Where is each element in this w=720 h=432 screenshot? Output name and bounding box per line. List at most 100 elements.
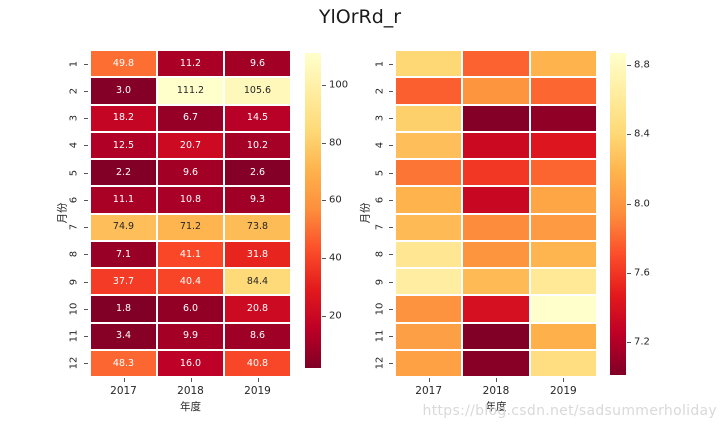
y-tick-mark (84, 363, 88, 365)
colorbar-tick-mark (627, 203, 631, 205)
heatmap-cell (463, 132, 529, 158)
heatmap-cell: 9.6 (225, 51, 290, 77)
heatmap-cell (396, 323, 462, 349)
heatmap-cell (396, 160, 462, 186)
colorbar-tick-label: 8.4 (634, 128, 650, 140)
heatmap-cell (463, 105, 529, 131)
heatmap-cell: 40.8 (225, 350, 290, 376)
y-axis-label-left: 月份 (56, 202, 69, 224)
x-tick-mark (428, 378, 430, 382)
heatmap-cell: 20.8 (225, 296, 290, 322)
y-tick-mark (389, 63, 393, 65)
heatmap-cell: 31.8 (225, 241, 290, 267)
colorbar-gradient (610, 53, 626, 375)
heatmap-cell (463, 296, 529, 322)
colorbar-tick-label: 20 (329, 310, 342, 322)
heatmap-cell (530, 241, 596, 267)
heatmap-cell (463, 214, 529, 240)
heatmap-cell (396, 132, 462, 158)
y-tick-mark (84, 90, 88, 92)
colorbar-tick-label: 7.2 (634, 336, 650, 348)
colorbar-tick-mark (322, 258, 326, 259)
colorbar-tick-mark (322, 85, 326, 87)
heatmap-cell (463, 160, 529, 186)
heatmap-cell (396, 241, 462, 267)
colorbar-tick-label: 7.6 (634, 267, 650, 279)
x-tick-label: 2017 (110, 385, 137, 397)
y-tick-mark (389, 336, 393, 338)
y-axis-label-right: 月份 (359, 202, 372, 224)
heatmap-cell: 84.4 (225, 269, 290, 295)
heatmap-cell: 10.8 (158, 187, 223, 213)
colorbar-tick-mark (322, 315, 326, 317)
x-tick-mark (563, 378, 565, 382)
heatmap-cell: 74.9 (91, 214, 156, 240)
y-tick-mark (389, 199, 393, 201)
heatmap-cell: 1.8 (91, 296, 156, 322)
y-tick-mark (389, 363, 393, 365)
heatmap-cell: 49.8 (91, 51, 156, 77)
heatmap-cell: 6.7 (158, 105, 223, 131)
heatmap-cell (463, 269, 529, 295)
y-tick-mark (389, 227, 393, 229)
heatmap-cell: 41.1 (158, 241, 223, 267)
y-tick-mark (389, 90, 393, 92)
watermark: https://blog.csdn.net/sadsummerholiday (422, 403, 717, 419)
heatmap-cell (530, 132, 596, 158)
chart-title: YlOrRd_r (318, 6, 402, 28)
y-tick-mark (84, 145, 88, 147)
heatmap-cell (530, 51, 596, 77)
heatmap-cell: 14.5 (225, 105, 290, 131)
heatmap-cell (530, 296, 596, 322)
heatmap-cell (396, 187, 462, 213)
heatmap-cell: 10.2 (225, 132, 290, 158)
heatmap-cell (396, 78, 462, 104)
heatmap-cell (530, 214, 596, 240)
y-tick-mark (84, 172, 88, 174)
y-tick-mark (84, 118, 88, 120)
heatmap-cell (530, 269, 596, 295)
y-tick-mark (389, 281, 393, 283)
heatmap-cell: 18.2 (91, 105, 156, 131)
heatmap-cell: 40.4 (158, 269, 223, 295)
heatmap-cell: 20.7 (158, 132, 223, 158)
colorbar-tick-label: 8.8 (634, 59, 650, 71)
heatmap-cell (530, 187, 596, 213)
y-tick-mark (84, 63, 88, 65)
x-tick-label: 2018 (177, 385, 204, 397)
x-tick-mark (496, 378, 497, 382)
x-tick-label: 2019 (549, 385, 577, 397)
x-tick-label: 2017 (415, 385, 443, 397)
heatmap-cell (396, 269, 462, 295)
colorbar-tick-label: 8.0 (634, 198, 650, 210)
heatmap-cell: 48.3 (91, 350, 156, 376)
colorbar-tick-label: 40 (329, 252, 342, 264)
y-tick-mark (389, 308, 393, 310)
heatmap-cell (396, 296, 462, 322)
x-tick-label: 2018 (482, 385, 510, 397)
heatmap-cell (463, 51, 529, 77)
heatmap-cell (396, 214, 462, 240)
heatmap-cell: 2.2 (91, 160, 156, 186)
x-tick-label: 2019 (244, 385, 271, 397)
y-tick-mark (84, 199, 88, 201)
heatmap-cell: 16.0 (158, 350, 223, 376)
colorbar-tick-mark (627, 65, 631, 67)
colorbar-tick-mark (322, 142, 326, 144)
y-tick-mark (84, 281, 88, 283)
colorbar-gradient (305, 53, 321, 368)
heatmap-cell (463, 78, 529, 104)
heatmap-cell: 73.8 (225, 214, 290, 240)
heatmap-cell (463, 350, 529, 376)
heatmap-cell (530, 350, 596, 376)
y-tick-mark (389, 145, 393, 147)
colorbar-tick-label: 60 (329, 194, 342, 206)
heatmap-cell (396, 51, 462, 77)
x-tick-mark (123, 378, 125, 382)
heatmap-cell (396, 350, 462, 376)
heatmap-cell (530, 105, 596, 131)
heatmap-cell: 7.1 (91, 241, 156, 267)
y-tick-mark (84, 308, 88, 310)
